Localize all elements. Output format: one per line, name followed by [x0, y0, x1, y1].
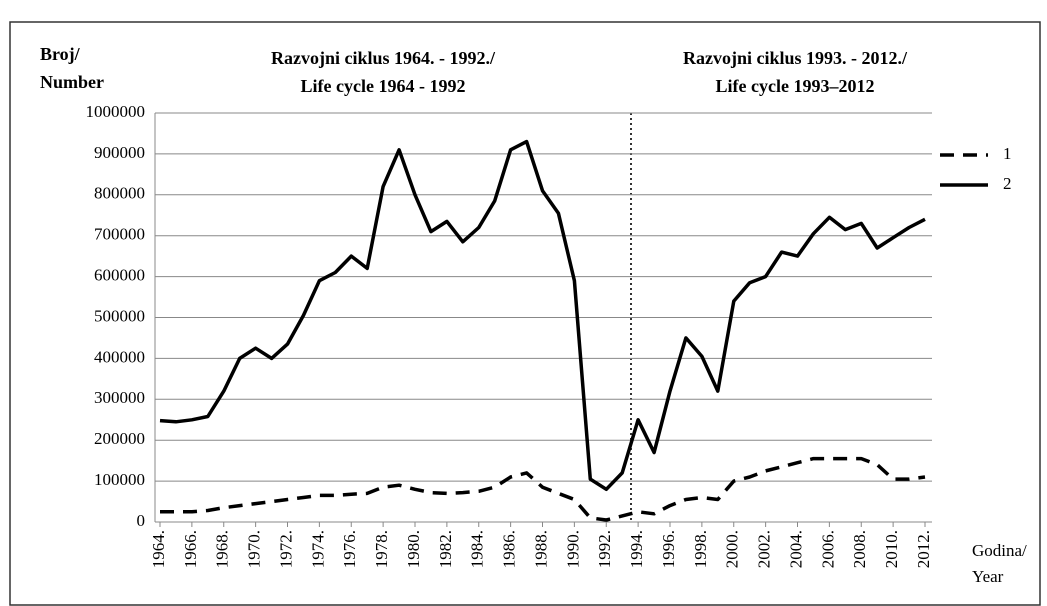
x-tick-label: 1974. — [308, 530, 327, 568]
x-tick-label: 1984. — [468, 530, 487, 568]
x-tick-label: 1972. — [276, 530, 295, 568]
x-tick-label: 1986. — [500, 530, 519, 568]
legend-label: 1 — [1003, 144, 1012, 163]
legend-label: 2 — [1003, 174, 1012, 193]
y-tick-label: 200000 — [94, 429, 145, 448]
x-tick-label: 1980. — [404, 530, 423, 568]
period-title: Life cycle 1964 - 1992 — [301, 76, 466, 96]
y-tick-label: 900000 — [94, 143, 145, 162]
period-title: Razvojni ciklus 1964. - 1992./ — [271, 48, 496, 68]
x-tick-label: 1982. — [436, 530, 455, 568]
x-tick-label: 1996. — [659, 530, 678, 568]
y-label: Broj/ — [40, 44, 81, 64]
x-tick-label: 2000. — [723, 530, 742, 568]
chart-border — [9, 21, 1041, 606]
x-tick-label: 1968. — [213, 530, 232, 568]
y-tick-label: 0 — [137, 511, 146, 530]
x-tick-label: 1970. — [245, 530, 264, 568]
x-tick-label: 1994. — [627, 530, 646, 568]
period-title: Life cycle 1993–2012 — [716, 76, 875, 96]
x-tick-label: 1988. — [531, 530, 550, 568]
x-tick-label: 2002. — [755, 530, 774, 568]
x-tick-label: 2012. — [914, 530, 933, 568]
series-line — [160, 456, 926, 522]
x-tick-label: 1990. — [563, 530, 582, 568]
x-tick-label: 1976. — [340, 530, 359, 568]
x-tick-label: 2006. — [818, 530, 837, 568]
series-line — [159, 139, 926, 492]
y-tick-label: 100000 — [94, 470, 145, 489]
x-label: Year — [972, 567, 1004, 586]
y-tick-label: 500000 — [94, 306, 145, 325]
x-tick-label: 1966. — [181, 530, 200, 568]
y-tick-label: 1000000 — [86, 102, 146, 121]
y-tick-label: 400000 — [94, 347, 145, 366]
y-tick-label: 700000 — [94, 225, 145, 244]
x-tick-label: 2008. — [850, 530, 869, 568]
x-tick-label: 2004. — [786, 530, 805, 568]
x-tick-label: 1998. — [691, 530, 710, 568]
y-tick-label: 300000 — [94, 388, 145, 407]
x-tick-label: 1992. — [595, 530, 614, 568]
y-tick-label: 800000 — [94, 184, 145, 203]
x-tick-label: 1964. — [149, 530, 168, 568]
y-label: Number — [40, 72, 104, 92]
x-label: Godina/ — [972, 541, 1027, 560]
x-tick-label: 1978. — [372, 530, 391, 568]
period-title: Razvojni ciklus 1993. - 2012./ — [683, 48, 908, 68]
y-tick-label: 600000 — [94, 266, 145, 285]
x-tick-label: 2010. — [882, 530, 901, 568]
